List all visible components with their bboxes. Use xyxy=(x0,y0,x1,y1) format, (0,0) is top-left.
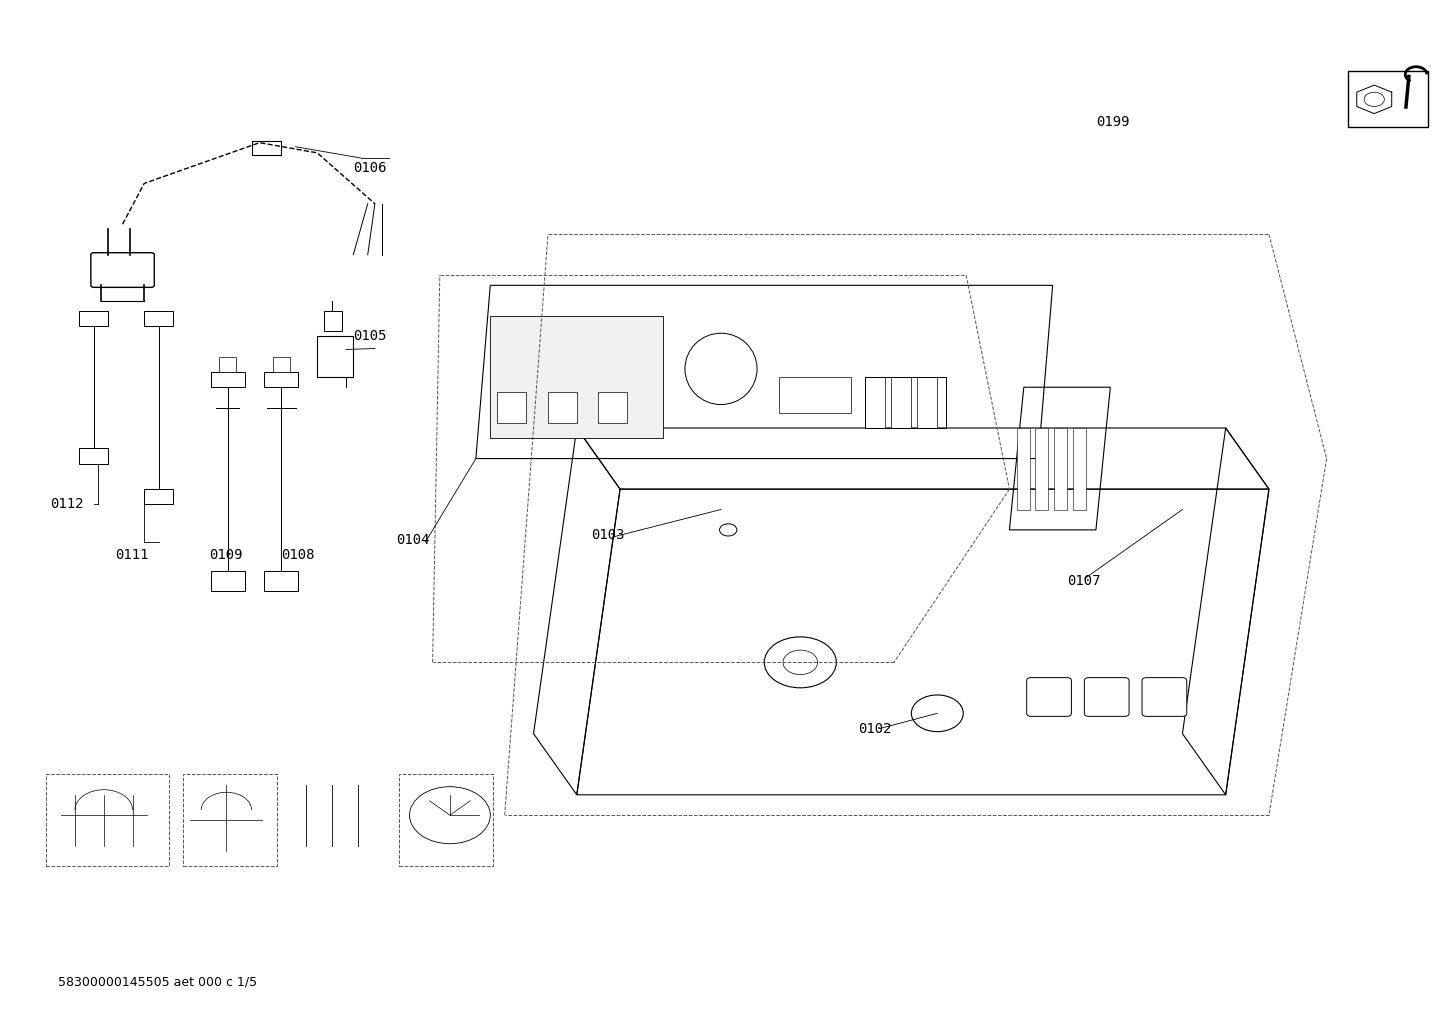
Text: 0111: 0111 xyxy=(115,548,149,562)
Bar xyxy=(598,392,627,423)
Bar xyxy=(317,336,353,377)
Bar xyxy=(291,774,392,866)
FancyBboxPatch shape xyxy=(91,253,154,287)
Bar xyxy=(144,489,173,504)
Bar xyxy=(865,377,946,428)
Text: 58300000145505 aet 000 c 1/5: 58300000145505 aet 000 c 1/5 xyxy=(58,975,257,988)
FancyBboxPatch shape xyxy=(1084,678,1129,716)
Bar xyxy=(1017,428,1030,510)
Bar xyxy=(497,392,526,423)
Bar xyxy=(1054,428,1067,510)
Bar xyxy=(183,774,277,866)
Bar xyxy=(264,372,298,387)
Bar xyxy=(79,448,108,464)
Text: 0107: 0107 xyxy=(1067,574,1100,588)
Bar xyxy=(891,377,911,428)
Bar xyxy=(779,377,851,413)
Bar xyxy=(46,774,169,866)
Text: 0109: 0109 xyxy=(209,548,242,562)
Text: 0108: 0108 xyxy=(281,548,314,562)
Bar xyxy=(264,571,298,591)
Text: 0106: 0106 xyxy=(353,161,386,175)
Bar xyxy=(252,141,281,155)
Bar xyxy=(211,372,245,387)
Bar xyxy=(399,774,493,866)
Bar xyxy=(79,311,108,326)
Bar xyxy=(211,571,245,591)
Bar xyxy=(144,311,173,326)
Bar xyxy=(865,377,885,428)
Bar xyxy=(917,377,937,428)
FancyBboxPatch shape xyxy=(1027,678,1071,716)
Text: 0112: 0112 xyxy=(50,497,84,512)
Bar xyxy=(219,357,236,372)
Text: 0104: 0104 xyxy=(397,533,430,547)
FancyBboxPatch shape xyxy=(1142,678,1187,716)
Bar xyxy=(1035,428,1048,510)
Bar xyxy=(273,357,290,372)
Text: 0105: 0105 xyxy=(353,329,386,343)
Text: 0102: 0102 xyxy=(858,721,891,736)
Bar xyxy=(324,311,342,331)
Bar xyxy=(548,392,577,423)
Text: 0103: 0103 xyxy=(591,528,624,542)
Text: 0199: 0199 xyxy=(1096,115,1129,129)
Bar xyxy=(1348,71,1428,127)
Bar xyxy=(490,316,663,438)
Bar xyxy=(1073,428,1086,510)
